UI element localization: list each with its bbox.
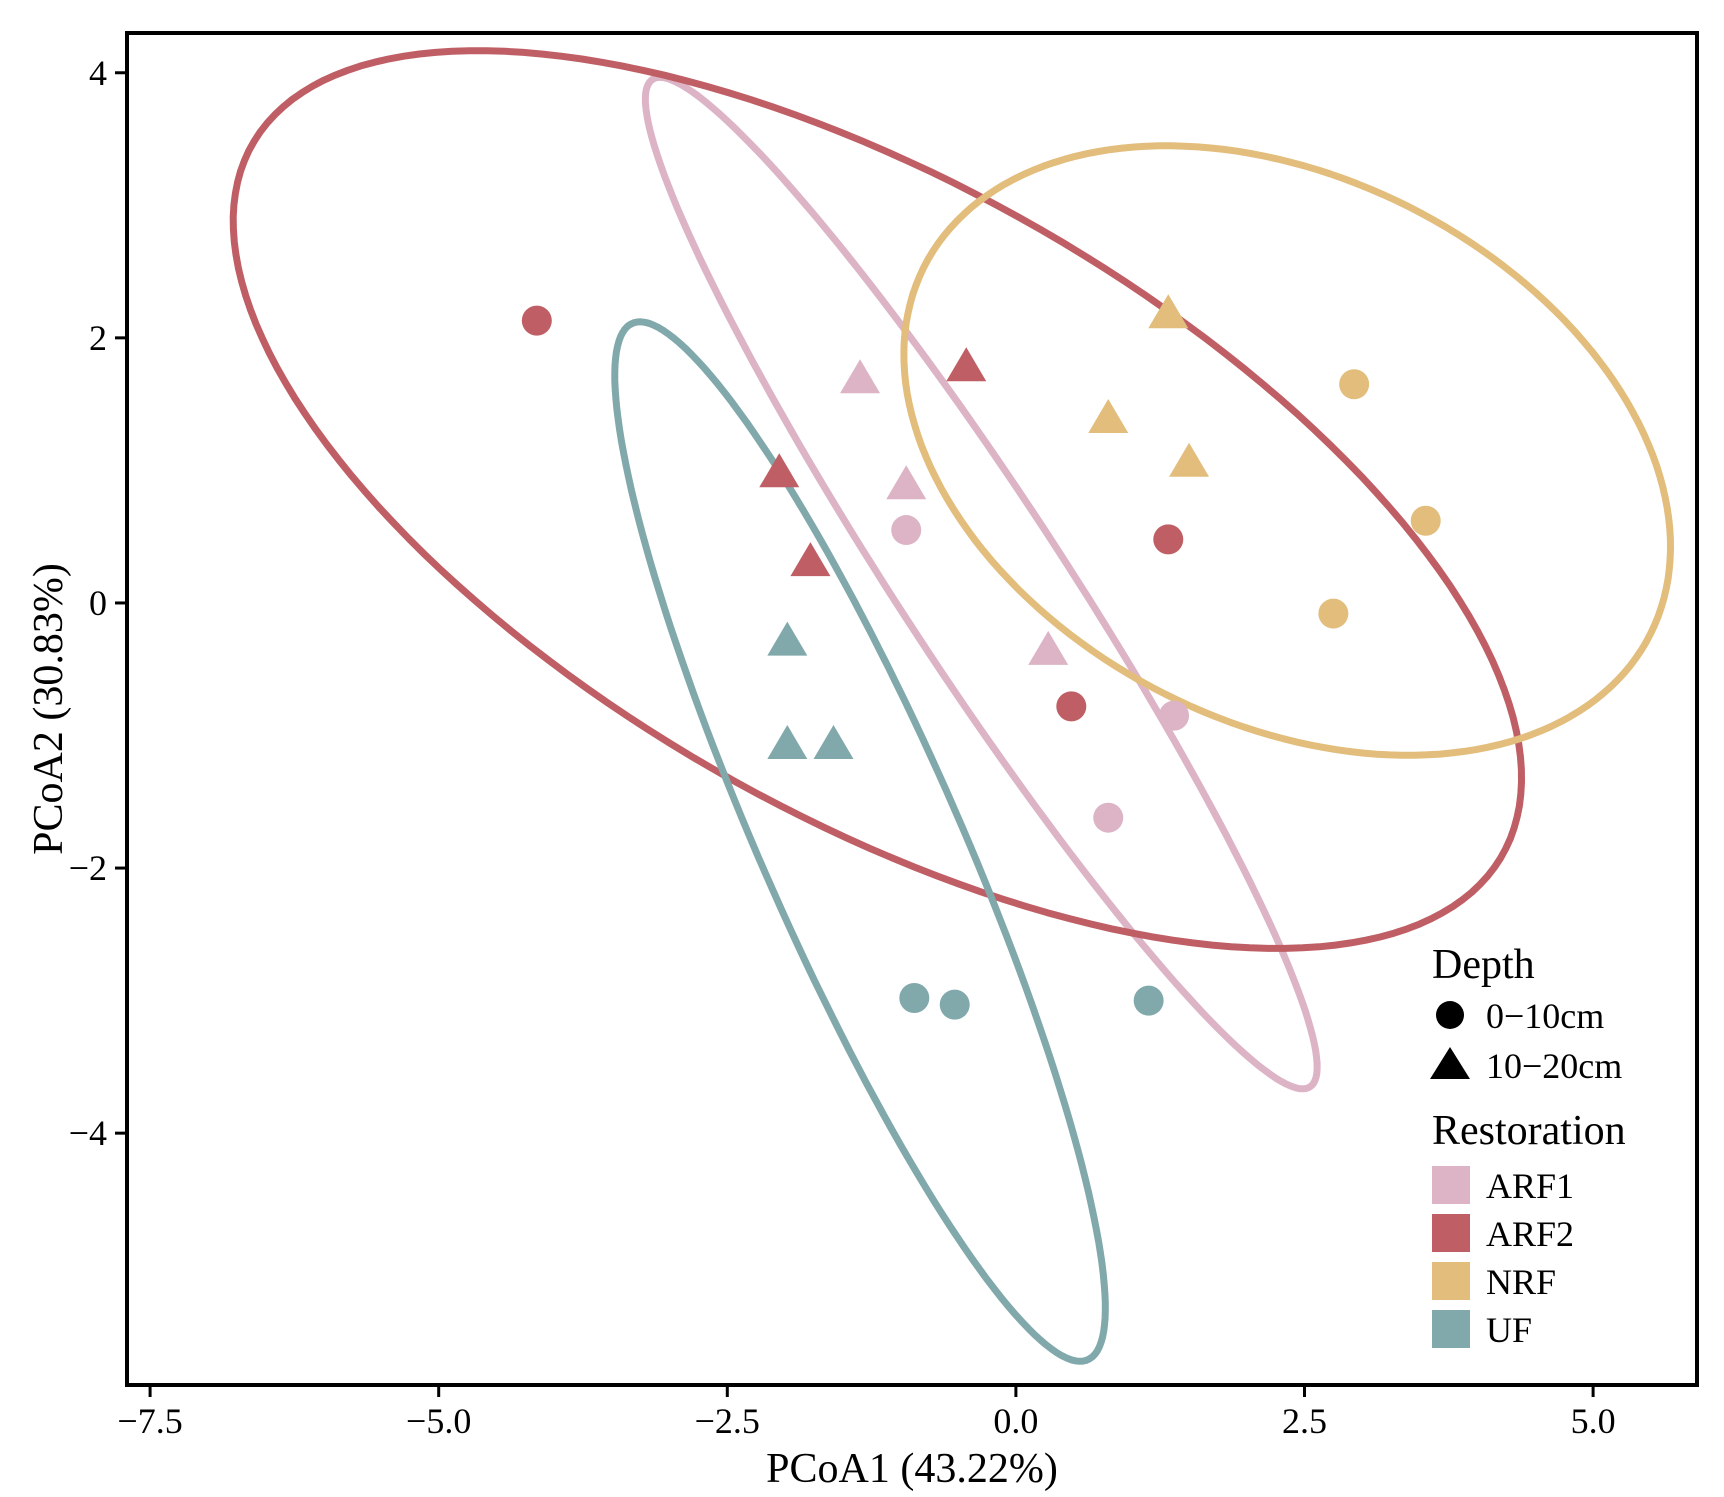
point-arf1-triangle (886, 465, 927, 500)
legend-restoration-items: ARF1 ARF2 NRF UF (1432, 1166, 1574, 1350)
legend-triangle-symbol (1430, 1047, 1470, 1079)
legend-swatch-arf2 (1432, 1214, 1470, 1252)
ellipse-arf1 (641, 73, 1321, 1093)
x-axis-title: PCoA1 (43.22%) (766, 1446, 1058, 1492)
point-uf-circle (899, 982, 930, 1013)
legend-swatch-nrf (1432, 1262, 1470, 1300)
legend-restoration-label: UF (1486, 1310, 1532, 1350)
legend: Depth 0−10cm 10−20cm Restoration ARF1 ARF2… (1430, 942, 1626, 1350)
point-nrf-circle (1339, 369, 1370, 400)
legend-depth-items: 0−10cm 10−20cm (1430, 996, 1622, 1086)
point-nrf-triangle (1088, 398, 1129, 433)
legend-swatch-uf (1432, 1310, 1470, 1348)
point-nrf-circle (1410, 505, 1441, 536)
point-arf1-triangle (840, 359, 881, 394)
point-uf-triangle (813, 725, 854, 760)
point-uf-circle (1133, 985, 1164, 1016)
legend-depth-label: 10−20cm (1486, 1046, 1622, 1086)
y-axis-ticks: 4 2 0 −2 −4 (69, 53, 127, 1153)
legend-restoration-title: Restoration (1432, 1108, 1626, 1154)
x-tick-label: 5.0 (1571, 1401, 1616, 1441)
legend-depth-title: Depth (1432, 942, 1535, 988)
y-tick-label: −4 (69, 1113, 107, 1153)
point-uf-triangle (767, 725, 808, 760)
legend-swatch-arf1 (1432, 1166, 1470, 1204)
x-tick-label: 0.0 (993, 1401, 1038, 1441)
y-tick-label: 2 (89, 318, 107, 358)
ellipse-uf (611, 318, 1109, 1365)
legend-restoration-label: ARF1 (1486, 1166, 1574, 1206)
data-points (521, 294, 1441, 1020)
point-arf2-circle (521, 305, 552, 336)
x-tick-label: −7.5 (117, 1401, 182, 1441)
confidence-ellipses (229, 47, 1674, 1365)
plot-frame (125, 31, 1699, 1387)
x-tick-label: 2.5 (1282, 1401, 1327, 1441)
point-arf2-triangle (759, 453, 800, 488)
y-tick-label: 0 (89, 583, 107, 623)
legend-restoration-label: NRF (1486, 1262, 1556, 1302)
ellipse-nrf (900, 142, 1674, 759)
point-arf1-circle (1093, 802, 1124, 833)
point-nrf-triangle (1169, 442, 1210, 477)
x-tick-label: −2.5 (695, 1401, 760, 1441)
point-uf-triangle (767, 621, 808, 656)
point-arf1-circle (1159, 700, 1190, 731)
point-arf2-triangle (946, 347, 987, 382)
point-uf-circle (939, 989, 970, 1020)
point-arf2-circle (1056, 691, 1087, 722)
point-arf1-circle (891, 515, 922, 546)
ellipse-arf2 (229, 47, 1525, 952)
x-tick-label: −5.0 (406, 1401, 471, 1441)
y-tick-label: −2 (69, 848, 107, 888)
point-arf2-circle (1153, 524, 1184, 555)
legend-circle-symbol (1436, 1001, 1464, 1029)
y-axis-title: PCoA2 (30.83%) (26, 563, 72, 855)
point-nrf-circle (1318, 598, 1349, 629)
legend-depth-label: 0−10cm (1486, 996, 1604, 1036)
point-arf2-triangle (790, 542, 831, 577)
point-arf1-triangle (1028, 630, 1069, 665)
y-tick-label: 4 (89, 53, 107, 93)
point-nrf-triangle (1148, 294, 1189, 329)
x-axis-ticks: −7.5 −5.0 −2.5 0.0 2.5 5.0 (117, 1385, 1616, 1441)
legend-restoration-label: ARF2 (1486, 1214, 1574, 1254)
